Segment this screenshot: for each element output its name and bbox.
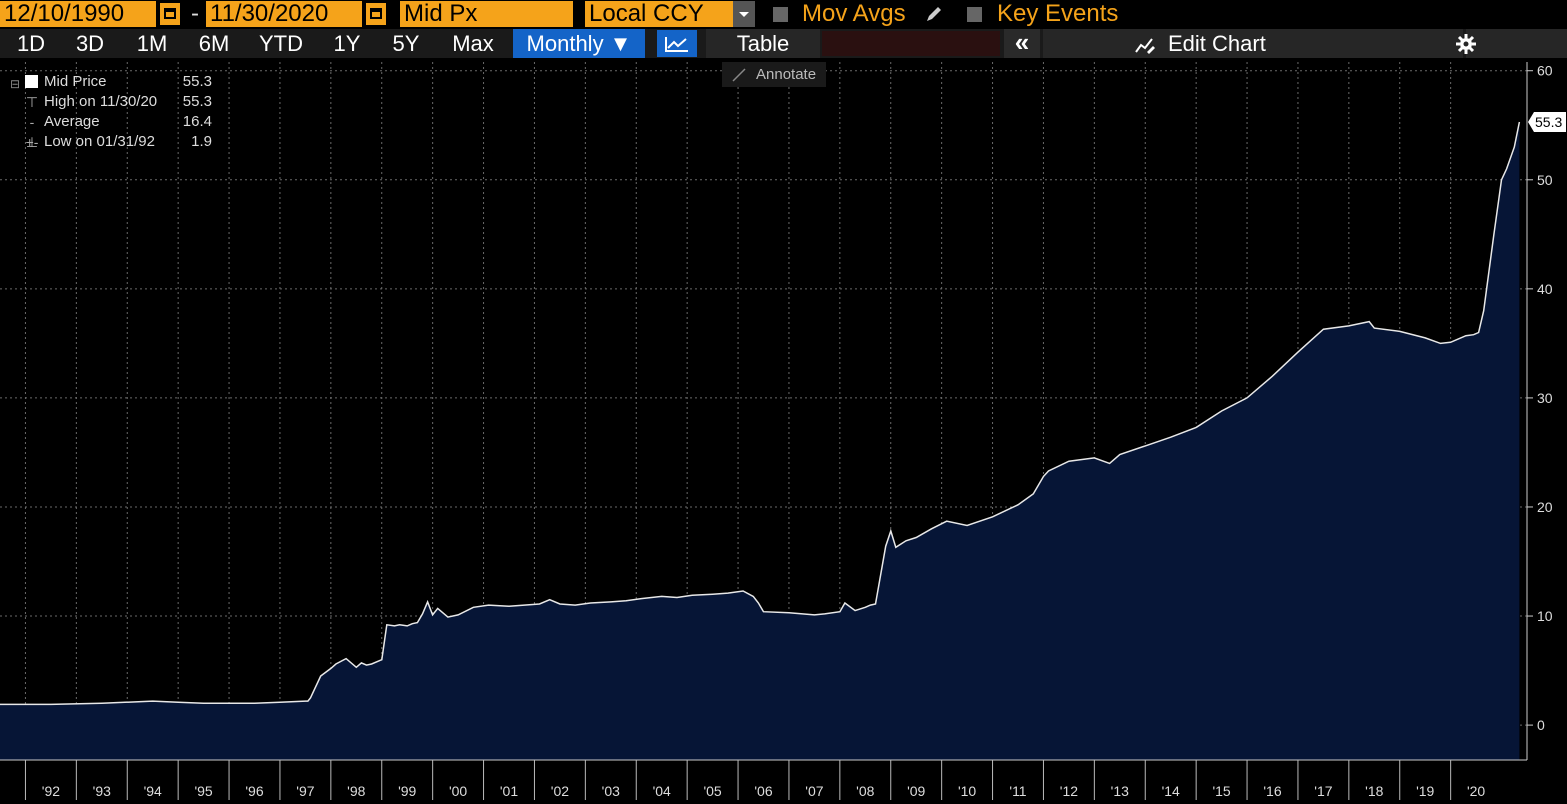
key-events-checkbox[interactable]: [967, 7, 982, 22]
x-tick-label: '09: [907, 783, 925, 799]
annotate-button[interactable]: Annotate: [722, 62, 826, 87]
tab-max[interactable]: Max: [452, 31, 494, 56]
mov-avgs-checkbox[interactable]: [773, 7, 788, 22]
legend-label: Low on 01/31/92: [44, 133, 155, 150]
legend-item-mid-price[interactable]: ⊟ Mid Price 55.3: [10, 72, 220, 92]
x-tick-label: '14: [1162, 783, 1180, 799]
gear-icon: [1456, 34, 1476, 54]
y-tick-label: 30: [1537, 390, 1553, 406]
series-swatch: [25, 75, 38, 88]
legend-label: High on 11/30/20: [44, 93, 158, 110]
legend-value: 1.9: [191, 133, 212, 150]
last-value-marker: 55.3: [1528, 111, 1566, 132]
tab-1d[interactable]: 1D: [16, 31, 46, 56]
x-tick-label: '04: [653, 783, 671, 799]
y-tick-label: 60: [1537, 63, 1553, 79]
legend-label: Mid Price: [44, 73, 107, 90]
frequency-dropdown[interactable]: Monthly ▼: [513, 29, 645, 58]
legend-label: Average: [44, 113, 100, 130]
x-tick-label: '16: [1263, 783, 1281, 799]
y-tick-label: 20: [1537, 499, 1553, 515]
x-tick-label: '93: [93, 783, 111, 799]
y-tick-label: 10: [1537, 608, 1553, 624]
legend-value: 55.3: [182, 73, 212, 90]
tab-5y[interactable]: 5Y: [392, 31, 420, 56]
x-tick-label: '18: [1365, 783, 1383, 799]
x-tick-label: '06: [754, 783, 772, 799]
x-tick-label: '19: [1416, 783, 1434, 799]
edit-chart-label: Edit Chart: [1168, 31, 1266, 56]
x-tick-label: '08: [856, 783, 874, 799]
tab-ytd[interactable]: YTD: [259, 31, 303, 56]
annotate-icon: [732, 68, 746, 82]
x-tick-label: '95: [194, 783, 212, 799]
key-events-label[interactable]: Key Events: [997, 0, 1119, 27]
legend-value: 55.3: [182, 93, 212, 110]
currency-dropdown-icon[interactable]: [733, 1, 755, 27]
x-tick-label: '10: [958, 783, 976, 799]
x-tick-label: '07: [805, 783, 823, 799]
y-tick-label: 50: [1537, 172, 1553, 188]
x-tick-label: '97: [296, 783, 314, 799]
tab-1y[interactable]: 1Y: [333, 31, 361, 56]
chart-legend: ⊟ Mid Price 55.3 ⊤ High on 11/30/20 55.3…: [10, 72, 220, 152]
start-calendar-icon[interactable]: [160, 3, 180, 25]
collapse-legend-icon[interactable]: ⊟: [10, 77, 21, 91]
x-tick-label: '98: [347, 783, 365, 799]
tab-6m[interactable]: 6M: [198, 31, 230, 56]
pencil-icon[interactable]: [924, 4, 944, 24]
edit-chart-button[interactable]: Edit Chart: [1043, 29, 1463, 58]
x-tick-label: '96: [245, 783, 263, 799]
end-calendar-icon[interactable]: [366, 3, 386, 25]
last-value-box: [1528, 111, 1566, 132]
table-button[interactable]: Table: [706, 29, 820, 58]
x-tick-label: '13: [1111, 783, 1129, 799]
x-tick-label: '12: [1060, 783, 1078, 799]
legend-item-high[interactable]: ⊤ High on 11/30/20 55.3: [10, 92, 220, 112]
y-tick-label: 0: [1537, 717, 1545, 733]
average-marker-icon: -+-: [25, 114, 39, 150]
top-toolbar: 12/10/1990 - 11/30/2020 Mid Px Local CCY…: [0, 0, 1567, 29]
low-marker-icon: ⊥: [25, 134, 39, 150]
x-tick-label: '94: [144, 783, 162, 799]
currency-selector[interactable]: Local CCY: [585, 1, 733, 27]
legend-item-low[interactable]: ⊥ Low on 01/31/92 1.9: [10, 132, 220, 152]
x-tick-label: '05: [703, 783, 721, 799]
last-value-label: 55.3: [1535, 114, 1562, 130]
y-tick-label: 40: [1537, 281, 1553, 297]
x-tick-label: '03: [602, 783, 620, 799]
x-tick-label: '20: [1467, 783, 1485, 799]
settings-button[interactable]: [1456, 29, 1567, 58]
date-separator: -: [191, 0, 199, 27]
x-tick-label: '02: [551, 783, 569, 799]
edit-chart-icon: [1135, 38, 1155, 54]
empty-panel: [822, 31, 1000, 56]
x-tick-label: '99: [398, 783, 416, 799]
field-selector[interactable]: Mid Px: [400, 1, 573, 27]
legend-item-average[interactable]: -+- Average 16.4: [10, 112, 220, 150]
chart-grid: [0, 62, 1527, 760]
line-chart-icon[interactable]: [657, 30, 697, 57]
x-tick-label: '17: [1314, 783, 1332, 799]
y-axis-ticks: 0 10 20 30 40 50 60: [1527, 63, 1553, 733]
price-area: [0, 122, 1520, 760]
x-tick-label: '15: [1212, 783, 1230, 799]
end-date-field[interactable]: 11/30/2020: [206, 1, 362, 27]
annotate-label: Annotate: [756, 66, 817, 83]
mov-avgs-label[interactable]: Mov Avgs: [802, 0, 906, 27]
x-tick-label: '92: [42, 783, 60, 799]
start-date-field[interactable]: 12/10/1990: [0, 1, 156, 27]
tab-1m[interactable]: 1M: [136, 31, 168, 56]
collapse-button[interactable]: «: [1004, 29, 1040, 58]
x-tick-label: '00: [449, 783, 467, 799]
x-tick-label: '11: [1009, 783, 1026, 799]
high-marker-icon: ⊤: [25, 94, 39, 110]
tab-3d[interactable]: 3D: [75, 31, 105, 56]
x-tick-label: '01: [500, 783, 518, 799]
price-line: [0, 121, 1521, 706]
x-axis-ticks: '92 '93 '94 '95 '96 '97 '98 '99 '00 '01 '02 '03 '04 '…: [24, 760, 1485, 800]
legend-value: 16.4: [182, 113, 212, 130]
